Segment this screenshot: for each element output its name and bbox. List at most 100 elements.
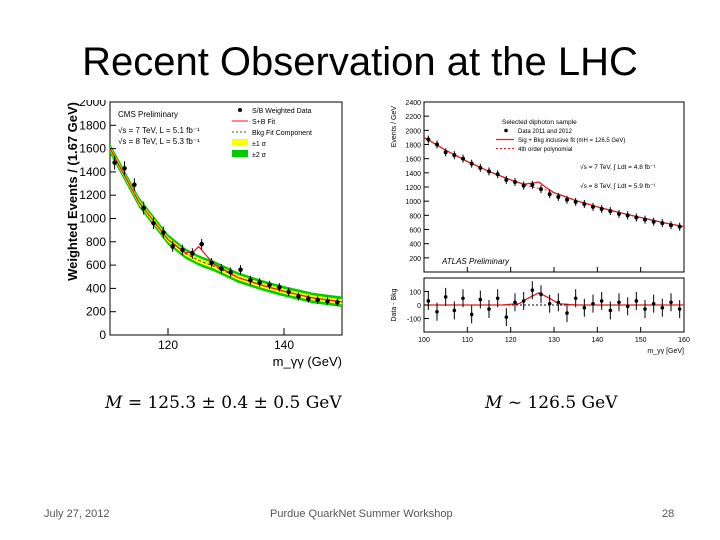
atlas-y-tick-label: 2000: [405, 128, 421, 135]
footer-event: Purdue QuarkNet Summer Workshop: [270, 508, 453, 520]
atlas-x-axis-label: m_γγ [GeV]: [647, 348, 684, 355]
atlas-mass-result: M ~ 126.5 GeV: [485, 393, 617, 413]
cms-y-tick-label: 0: [99, 328, 106, 342]
atlas-legend-energy: √s = 8 TeV, ∫ Ldt = 5.9 fb⁻¹: [580, 182, 656, 190]
atlas-x-tick-label: 140: [591, 337, 603, 344]
atlas-residual-point: [556, 300, 561, 305]
cms-data-point: [267, 282, 272, 288]
cms-data-point: [248, 277, 253, 283]
atlas-sigbkg-fit-line: [423, 136, 685, 228]
atlas-data-point: [521, 183, 526, 188]
atlas-residual-point: [651, 301, 656, 306]
page-number: 28: [662, 508, 675, 520]
cms-data-point: [306, 296, 311, 302]
atlas-ratio-tick-label: -100: [407, 317, 421, 324]
cms-y-tick-label: 400: [86, 281, 106, 295]
atlas-residual-point: [530, 288, 535, 292]
atlas-x-tick-label: 110: [462, 337, 473, 344]
atlas-data-point: [530, 182, 535, 187]
atlas-residual-point: [547, 301, 552, 306]
atlas-legend-entry: 4th order polynomial: [518, 147, 572, 153]
cms-data-point: [209, 260, 214, 266]
cms-y-tick-label: 200: [86, 305, 106, 319]
atlas-y-tick-label: 1000: [405, 199, 421, 206]
atlas-y-tick-label: 1800: [405, 143, 421, 150]
cms-data-point: [335, 300, 340, 305]
atlas-mass-symbol: M: [485, 393, 503, 413]
atlas-data-point: [435, 142, 439, 147]
cms-legend-energy: √s = 7 TeV, L = 5.1 fb⁻¹: [118, 126, 200, 135]
atlas-residual-point: [539, 292, 543, 296]
atlas-y-tick-label: 2200: [405, 114, 421, 121]
atlas-data-point: [669, 223, 673, 228]
atlas-data-point: [634, 215, 639, 220]
cms-legend-entry: S+B Fit: [252, 119, 275, 126]
cms-x-tick-label: 120: [158, 338, 178, 352]
atlas-residual-point: [426, 299, 431, 303]
cms-data-point: [238, 267, 243, 273]
atlas-legend-entry: Data 2011 and 2012: [518, 129, 573, 135]
atlas-residual-point: [452, 308, 457, 313]
atlas-x-tick-label: 100: [418, 337, 430, 344]
atlas-y-tick-label: 1400: [405, 171, 421, 178]
atlas-x-tick-label: 120: [505, 337, 517, 344]
atlas-data-point: [573, 199, 578, 204]
atlas-legend-marker-data: [504, 128, 508, 133]
cms-data-point: [257, 280, 262, 285]
cms-legend-marker-2sigma: [232, 150, 248, 157]
atlas-y-tick-label: 800: [409, 213, 421, 220]
slide-title: Recent Observation at the LHC: [82, 40, 638, 84]
atlas-mass-value: ~ 126.5 GeV: [507, 393, 618, 413]
cms-data-point: [161, 230, 166, 235]
atlas-residual-point: [573, 296, 578, 301]
atlas-residual-point: [677, 307, 682, 311]
atlas-data-point: [556, 194, 561, 199]
cms-y-tick-label: 2000: [79, 100, 106, 109]
atlas-residual-point: [478, 297, 483, 302]
cms-data-point: [219, 266, 224, 271]
atlas-data-point: [582, 202, 587, 206]
atlas-data-point: [469, 161, 474, 166]
cms-legend-entry: ±1 σ: [252, 141, 267, 148]
atlas-data-point: [625, 213, 630, 218]
atlas-residual-point: [608, 308, 613, 313]
atlas-y-tick-label: 2400: [405, 100, 421, 107]
atlas-data-point: [495, 172, 500, 177]
atlas-residual-point: [643, 307, 647, 311]
atlas-x-tick-label: 160: [678, 337, 690, 344]
cms-x-tick-label: 140: [274, 338, 294, 352]
cms-data-point: [170, 244, 175, 249]
atlas-residual-point: [634, 299, 639, 303]
atlas-data-point: [617, 211, 621, 216]
atlas-diphoton-chart: 2004006008001000120014001600180020002200…: [391, 100, 690, 355]
cms-mass-value: = 125.3 ± 0.4 ± 0.5 GeV: [127, 393, 342, 413]
atlas-residual-point: [513, 300, 517, 305]
cms-y-tick-label: 1000: [79, 212, 106, 226]
atlas-ratio-tick-label: 0: [417, 303, 421, 310]
cms-legend-entry: ±2 σ: [252, 152, 267, 159]
cms-legend-marker-data: [238, 108, 242, 112]
cms-data-point: [228, 269, 233, 275]
cms-y-tick-label: 1400: [79, 165, 106, 179]
atlas-data-point: [643, 217, 647, 222]
atlas-y-axis-label: Events / GeV: [391, 106, 398, 148]
cms-data-point: [132, 182, 137, 188]
atlas-annotation: ATLAS Preliminary: [441, 257, 510, 266]
atlas-residual-point: [487, 307, 491, 311]
atlas-residual-point: [495, 296, 500, 301]
cms-sb-fit-line: [109, 148, 343, 303]
cms-data-point: [325, 298, 330, 304]
atlas-y-tick-label: 1200: [405, 185, 421, 192]
cms-data-point: [277, 284, 282, 290]
atlas-data-point: [608, 209, 613, 214]
atlas-legend-energy: √s = 7 TeV, ∫ Ldt = 4.8 fb⁻¹: [580, 163, 656, 171]
atlas-ratio-fit-line: [424, 292, 684, 306]
atlas-data-point: [478, 165, 483, 170]
atlas-residual-point: [617, 300, 621, 305]
cms-data-point: [315, 297, 320, 303]
atlas-residual-point: [521, 299, 526, 303]
cms-mass-symbol: M: [105, 393, 123, 413]
atlas-residual-point: [461, 296, 465, 301]
cms-legend-energy: √s = 8 TeV, L = 5.3 fb⁻¹: [118, 137, 200, 146]
atlas-data-point: [452, 153, 457, 158]
